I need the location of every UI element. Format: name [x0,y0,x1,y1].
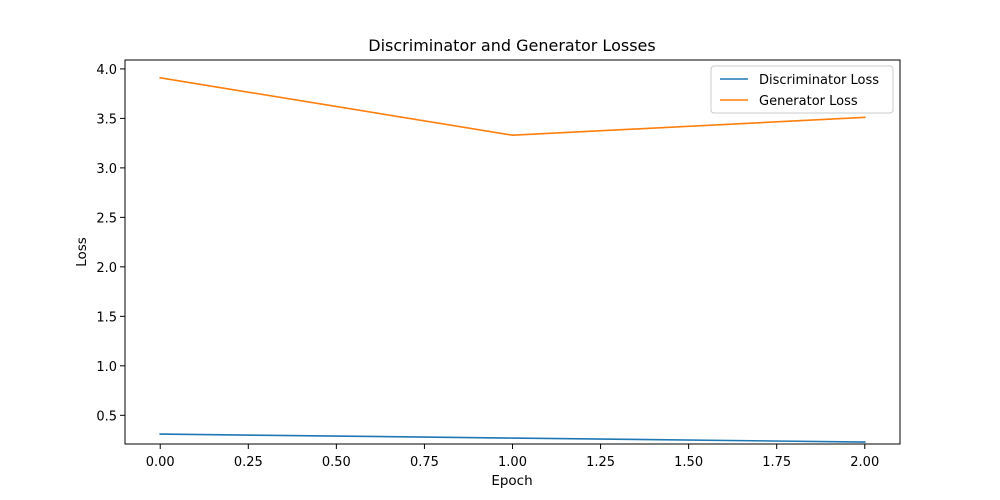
y-tick-label: 0.5 [96,409,117,424]
series-line-discriminator-loss [159,433,866,443]
x-axis-title: Epoch [491,473,532,489]
y-axis-title: Loss [74,237,90,267]
y-tick-label: 4.0 [96,63,117,78]
legend-label-discriminator-loss: Discriminator Loss [759,73,879,88]
series-line-generator-loss [159,76,866,137]
y-tick-label: 3.5 [96,112,117,127]
x-tick-label: 1.50 [674,455,703,470]
y-tick-label: 2.5 [96,211,117,226]
y-axis: 0.5 1.0 1.5 2.0 2.5 3.0 3.5 4.0 [96,63,125,424]
y-tick-label: 3.0 [96,162,117,177]
legend: Discriminator Loss Generator Loss [710,65,894,114]
x-tick-label: 2.00 [850,455,879,470]
chart-title: Discriminator and Generator Losses [368,36,655,55]
x-tick-label: 0.50 [322,455,351,470]
x-tick-label: 1.25 [586,455,615,470]
legend-box [710,65,894,114]
plot-area: 0.00 0.25 0.50 0.75 1.00 1.25 1.50 1.75 2.00 0.5… [96,59,901,470]
y-tick-label: 2.0 [96,261,117,276]
y-tick-label: 1.0 [96,360,117,375]
series-lines [159,76,866,443]
x-axis: 0.00 0.25 0.50 0.75 1.00 1.25 1.50 1.75 2.00 [146,444,879,470]
y-tick-label: 1.5 [96,310,117,325]
x-tick-label: 1.00 [498,455,527,470]
x-tick-label: 1.75 [762,455,791,470]
x-tick-label: 0.75 [410,455,439,470]
x-tick-label: 0.00 [146,455,175,470]
legend-label-generator-loss: Generator Loss [759,94,858,109]
x-tick-label: 0.25 [234,455,263,470]
